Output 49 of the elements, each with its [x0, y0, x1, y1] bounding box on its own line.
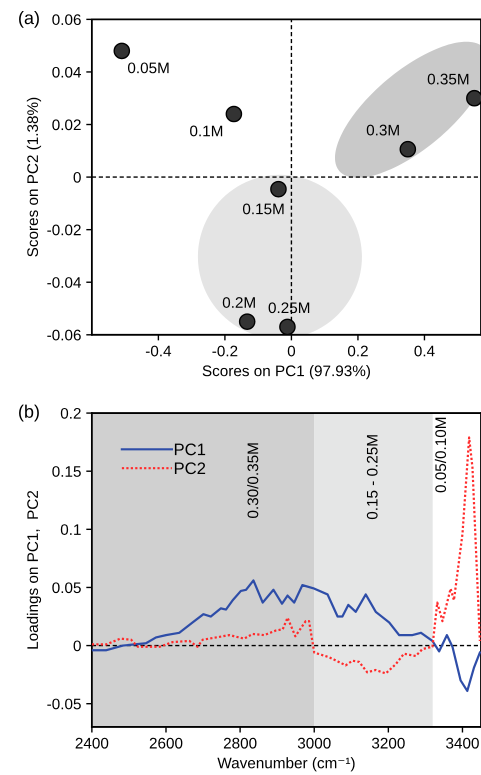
point	[279, 318, 296, 336]
y-tick-label: -0.06	[47, 330, 81, 340]
y-tick-label: 0.2	[60, 408, 81, 419]
y-axis-title: Scores on PC2 (1.38%)	[26, 98, 42, 257]
legend-label: PC2	[174, 462, 206, 474]
y-tick-label: 0.1	[60, 524, 81, 536]
text: (a)	[19, 10, 39, 28]
x-tick-label: 3000	[298, 738, 331, 749]
x-tick-label: 2600	[150, 738, 182, 749]
band-label: 0.05/0.10M	[434, 418, 446, 492]
x-tick-label: 2400	[76, 738, 108, 749]
annotation: 0.05M	[128, 62, 169, 74]
y-tick-label: -0.05	[47, 698, 81, 710]
x-tick-label: 0.2	[348, 346, 368, 356]
legend-label: PC1	[174, 444, 206, 456]
y-tick-label: 0.05	[52, 582, 81, 594]
band-label: 0.15 - 0.25M	[366, 435, 378, 520]
y-tick-label: 0.06	[52, 14, 81, 26]
annotation: 0.2M	[222, 297, 255, 308]
point	[270, 180, 287, 198]
y-tick-label: -0.02	[47, 224, 81, 236]
y-axis-title: Loadings on PC1, PC2	[26, 490, 42, 649]
x-axis-title: Scores on PC1 (97.93%)	[202, 365, 370, 380]
y-tick-label: -0.04	[47, 277, 82, 288]
band-label: 0.30/0.35M	[247, 443, 258, 518]
x-tick-label: 2800	[224, 738, 257, 749]
y-tick-label: 0	[74, 172, 81, 183]
y-tick-label: 0.04	[52, 66, 82, 78]
y-tick-label: 0	[74, 640, 81, 652]
x-tick-label: 3400	[446, 738, 479, 749]
annotation: 0.1M	[190, 126, 222, 136]
x-tick-label: 0.4	[414, 346, 435, 356]
annotation: 0.25M	[268, 302, 310, 314]
annotation: 0.35M	[428, 74, 468, 84]
x-tick-label: 0	[288, 346, 296, 356]
x-tick-label: -0.2	[212, 346, 238, 356]
x-axis-title: Wavenumber (cm⁻¹)	[217, 757, 355, 772]
y-tick-label: 0.02	[52, 119, 81, 130]
line-series	[92, 579, 481, 692]
point	[226, 106, 242, 122]
annotation: 0.15M	[242, 204, 284, 214]
point	[114, 42, 130, 60]
point	[238, 313, 256, 330]
y-tick-label: 0.15	[52, 466, 81, 477]
x-tick-label: 3200	[372, 738, 405, 749]
x-tick-label: -0.4	[146, 346, 172, 356]
annotation: 0.3M	[366, 124, 399, 136]
text: (b)	[19, 404, 39, 422]
point	[400, 140, 416, 158]
